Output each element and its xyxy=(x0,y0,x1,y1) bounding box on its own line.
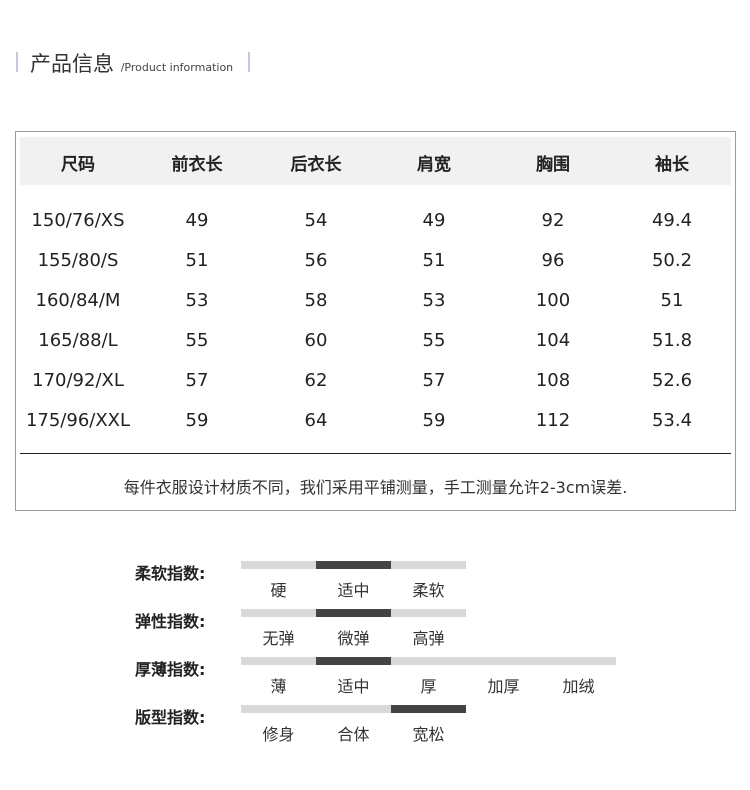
index-option: 高弹 xyxy=(412,629,445,648)
column-header: 胸围 xyxy=(536,155,570,175)
table-cell: 56 xyxy=(304,250,328,271)
table-cell: 92 xyxy=(541,210,565,231)
index-option: 无弹 xyxy=(262,629,295,648)
table-cell: 52.6 xyxy=(651,370,693,391)
index-segment xyxy=(391,609,466,617)
table-cell: 165/88/L xyxy=(38,330,118,351)
index-option: 宽松 xyxy=(412,725,445,744)
index-segment xyxy=(541,657,616,665)
table-cell: 155/80/S xyxy=(37,250,119,271)
index-label: 版型指数: xyxy=(135,708,206,727)
column-header: 后衣长 xyxy=(290,155,342,175)
table-cell: 96 xyxy=(541,250,565,271)
column-header: 尺码 xyxy=(61,155,95,175)
index-option: 修身 xyxy=(262,725,295,744)
column-header: 肩宽 xyxy=(417,155,451,175)
table-cell: 49 xyxy=(422,210,446,231)
index-segment xyxy=(241,705,316,713)
column-header: 前衣长 xyxy=(171,155,223,175)
title-cn: 产品信息 xyxy=(30,52,114,76)
index-segment xyxy=(241,657,316,665)
index-label: 厚薄指数: xyxy=(135,660,206,679)
index-segment xyxy=(466,657,541,665)
table-cell: 150/76/XS xyxy=(31,210,125,231)
index-segment xyxy=(316,609,391,617)
table-cell: 58 xyxy=(304,290,328,311)
table-cell: 51 xyxy=(660,290,684,311)
page-title: 产品信息 /Product information xyxy=(30,48,233,78)
index-option: 薄 xyxy=(270,677,287,696)
table-cell: 57 xyxy=(185,370,209,391)
table-cell: 50.2 xyxy=(651,250,693,271)
table-cell: 57 xyxy=(422,370,446,391)
index-segment xyxy=(316,561,391,569)
index-segment xyxy=(316,705,391,713)
index-option: 硬 xyxy=(270,581,287,600)
index-segment xyxy=(391,705,466,713)
index-option: 加绒 xyxy=(562,677,595,696)
table-cell: 55 xyxy=(422,330,446,351)
index-label: 弹性指数: xyxy=(135,612,206,631)
index-option: 厚 xyxy=(420,677,437,696)
table-cell: 51.8 xyxy=(651,330,693,351)
divider xyxy=(20,453,731,454)
index-option: 合体 xyxy=(337,725,370,744)
table-cell: 53 xyxy=(185,290,209,311)
table-cell: 175/96/XXL xyxy=(25,410,131,431)
table-header xyxy=(20,137,731,185)
table-cell: 49 xyxy=(185,210,209,231)
title-en: /Product information xyxy=(120,61,234,74)
title-left-bar xyxy=(16,52,18,72)
table-cell: 64 xyxy=(304,410,328,431)
table-cell: 54 xyxy=(304,210,328,231)
index-label: 柔软指数: xyxy=(135,564,206,583)
table-cell: 59 xyxy=(185,410,209,431)
index-option: 适中 xyxy=(337,581,370,600)
table-cell: 60 xyxy=(304,330,328,351)
table-cell: 53 xyxy=(422,290,446,311)
index-segment xyxy=(241,609,316,617)
table-cell: 100 xyxy=(535,290,571,311)
index-option: 微弹 xyxy=(337,629,370,648)
index-segment xyxy=(391,561,466,569)
table-cell: 108 xyxy=(535,370,571,391)
title-right-bar xyxy=(248,52,250,72)
table-cell: 53.4 xyxy=(651,410,693,431)
table-cell: 51 xyxy=(185,250,209,271)
index-option: 柔软 xyxy=(412,581,445,600)
index-option: 适中 xyxy=(337,677,370,696)
table-cell: 104 xyxy=(535,330,571,351)
table-cell: 49.4 xyxy=(651,210,693,231)
column-header: 袖长 xyxy=(655,155,689,175)
measurement-note: 每件衣服设计材质不同，我们采用平铺测量，手工测量允许2-3cm误差. xyxy=(123,478,628,497)
index-segment xyxy=(391,657,466,665)
table-cell: 170/92/XL xyxy=(32,370,124,391)
table-cell: 62 xyxy=(304,370,328,391)
table-cell: 59 xyxy=(422,410,446,431)
index-option: 加厚 xyxy=(487,677,520,696)
table-cell: 160/84/M xyxy=(35,290,121,311)
table-cell: 112 xyxy=(535,410,571,431)
size-table xyxy=(15,131,736,511)
index-segment xyxy=(316,657,391,665)
table-cell: 51 xyxy=(422,250,446,271)
index-segment xyxy=(241,561,316,569)
table-cell: 55 xyxy=(185,330,209,351)
